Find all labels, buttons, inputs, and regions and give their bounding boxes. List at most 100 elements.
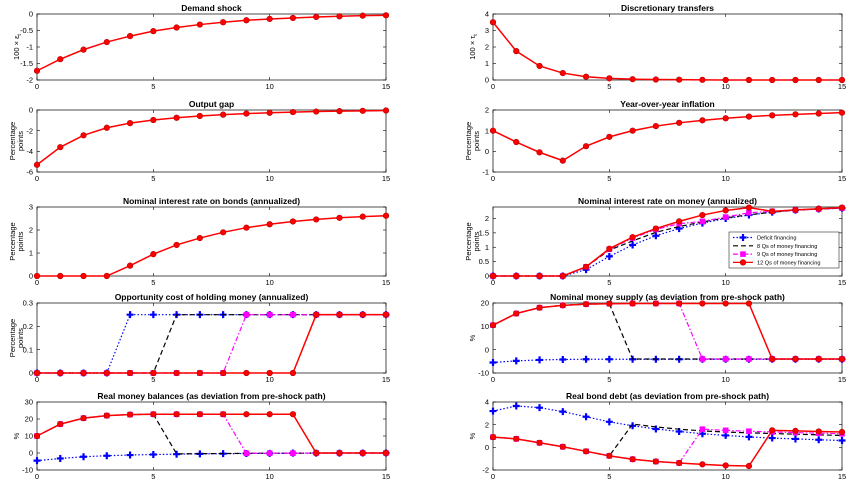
data-point xyxy=(605,252,613,260)
data-point xyxy=(196,112,203,120)
series-line xyxy=(492,21,842,81)
data-point xyxy=(699,461,706,468)
legend-label: 9 Qs of money financing xyxy=(757,252,817,258)
data-point xyxy=(559,302,566,309)
data-point xyxy=(745,462,753,470)
y-tick-label: 4 xyxy=(485,398,489,407)
data-point xyxy=(382,311,390,318)
data-point xyxy=(266,221,273,228)
data-point xyxy=(559,69,566,77)
data-point xyxy=(559,272,566,280)
series-line xyxy=(492,111,843,162)
x-tick-label: 10 xyxy=(265,82,273,91)
data-point xyxy=(629,76,636,83)
y-tick-label: 0 xyxy=(29,449,33,458)
data-point xyxy=(220,369,227,377)
data-point xyxy=(815,355,822,363)
data-point xyxy=(606,75,613,82)
data-point xyxy=(745,113,753,120)
data-point xyxy=(57,144,64,151)
data-point xyxy=(103,452,111,460)
data-point xyxy=(266,109,273,116)
data-point xyxy=(80,369,87,377)
data-point xyxy=(243,110,250,117)
data-point xyxy=(536,149,543,156)
data-point xyxy=(838,428,846,436)
data-point xyxy=(126,451,134,459)
data-point xyxy=(739,259,747,266)
data-point xyxy=(629,300,636,307)
data-point xyxy=(582,448,590,455)
data-point xyxy=(722,427,729,434)
data-point xyxy=(676,119,683,126)
chart-title: Discretionary transfers xyxy=(621,3,714,13)
data-point xyxy=(57,272,64,280)
series-group xyxy=(489,204,846,280)
data-point xyxy=(699,218,706,225)
data-point xyxy=(489,19,497,26)
data-point xyxy=(722,300,729,307)
x-tick-label: 5 xyxy=(607,174,611,183)
chart-title: Nominal money supply (as deviation from … xyxy=(550,292,785,302)
data-point xyxy=(629,241,637,249)
series-line xyxy=(492,302,842,360)
y-axis-label: points xyxy=(16,328,25,348)
x-tick-label: 5 xyxy=(607,375,611,384)
data-point xyxy=(220,19,227,26)
data-point xyxy=(512,357,520,365)
chart-title: Nominal interest rate on bonds (annualiz… xyxy=(123,196,300,206)
data-point xyxy=(745,76,753,84)
series-group xyxy=(33,212,390,280)
data-point xyxy=(769,76,776,84)
data-point xyxy=(336,13,343,20)
x-tick-label: 10 xyxy=(265,278,273,287)
series-line xyxy=(36,109,387,166)
data-point xyxy=(80,46,87,53)
x-tick-label: 15 xyxy=(382,174,390,183)
data-point xyxy=(815,428,822,435)
data-point xyxy=(382,107,390,114)
y-tick-label: 0.2 xyxy=(23,322,33,331)
y-tick-label: -2 xyxy=(26,126,33,135)
data-point xyxy=(173,114,180,121)
series-group xyxy=(33,12,390,74)
y-axis-label: Percentage xyxy=(464,122,473,160)
data-point xyxy=(150,116,157,124)
data-point xyxy=(150,369,157,377)
data-point xyxy=(740,251,746,257)
data-point xyxy=(536,304,543,311)
data-point xyxy=(699,211,706,219)
data-point xyxy=(582,301,590,308)
data-point xyxy=(290,311,296,318)
x-tick-label: 15 xyxy=(838,472,846,481)
data-point xyxy=(57,56,64,63)
data-point xyxy=(243,411,250,418)
legend-label: 12 Qs of money financing xyxy=(757,260,820,266)
data-point xyxy=(746,356,752,362)
y-tick-label: 1 xyxy=(485,59,489,68)
data-point xyxy=(289,411,297,418)
data-point xyxy=(722,76,729,84)
y-tick-label: 1 xyxy=(485,243,489,252)
data-point xyxy=(243,17,250,24)
x-tick-label: 10 xyxy=(721,472,729,481)
data-point xyxy=(33,272,41,280)
data-point xyxy=(33,161,41,168)
data-point xyxy=(126,411,134,418)
y-tick-label: 0 xyxy=(485,147,489,156)
data-point xyxy=(746,428,752,435)
data-point xyxy=(489,272,497,280)
legend-label: Deficit financing xyxy=(757,236,797,242)
x-tick-label: 10 xyxy=(265,174,273,183)
series-line xyxy=(36,14,387,72)
data-point xyxy=(722,207,729,214)
x-tick-label: 10 xyxy=(721,278,729,287)
x-tick-label: 5 xyxy=(607,82,611,91)
data-point xyxy=(103,124,110,131)
y-tick-label: 10 xyxy=(25,432,33,441)
data-point xyxy=(126,120,134,127)
y-tick-label: -0.5 xyxy=(20,26,33,35)
y-tick-label: 0.1 xyxy=(23,345,33,354)
data-point xyxy=(359,311,366,318)
